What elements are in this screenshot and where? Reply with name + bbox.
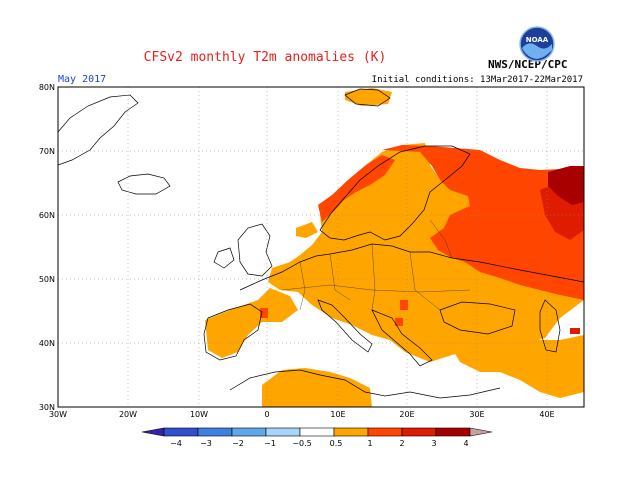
caspian-coast xyxy=(539,299,561,353)
colorbar-label: 4 xyxy=(463,439,468,448)
colorbar-cell xyxy=(367,427,403,437)
borders xyxy=(281,219,471,311)
coastlines xyxy=(58,88,584,399)
colorbar-cell xyxy=(333,427,369,437)
lat-label: 80N xyxy=(39,83,55,92)
lon-label: 0 xyxy=(264,410,269,419)
anomaly-red-spot xyxy=(260,308,268,318)
anomaly-orange-north-africa xyxy=(262,368,372,407)
lat-label: 40N xyxy=(39,339,55,348)
lat-axis: 80N 70N 60N 50N 40N 30N xyxy=(39,83,55,412)
anomaly-red-spot xyxy=(570,328,580,334)
logo-text: NOAA xyxy=(526,36,549,44)
anomaly-red-spot xyxy=(400,300,408,310)
country-border xyxy=(429,219,453,259)
black-sea-coast xyxy=(439,301,516,335)
italy-coast xyxy=(317,299,373,353)
svalbard-coast xyxy=(344,88,391,107)
colorbar-label: 3 xyxy=(431,439,436,448)
colorbar-cell xyxy=(265,427,301,437)
country-border xyxy=(329,253,351,301)
iceland-coast xyxy=(117,173,171,195)
colorbar-cell xyxy=(141,427,165,437)
lat-label: 50N xyxy=(39,275,55,284)
lon-label: 30W xyxy=(49,410,67,419)
scandinavia-coast xyxy=(319,145,471,241)
greenland-coast xyxy=(58,94,139,166)
figure-title: CFSv2 monthly T2m anomalies (K) xyxy=(143,50,387,65)
iberia-coast xyxy=(203,303,263,361)
lon-label: 20W xyxy=(119,410,137,419)
colorbar-label: 1 xyxy=(367,439,372,448)
anomaly-redorange-scandinavia xyxy=(318,155,395,222)
lon-label: 40E xyxy=(539,410,554,419)
anomaly-darkred-region xyxy=(548,166,584,205)
lat-label: 70N xyxy=(39,147,55,156)
colorbar-cell xyxy=(469,427,493,437)
colorbar-label: 0.5 xyxy=(330,439,343,448)
country-border xyxy=(281,284,471,293)
anomaly-field xyxy=(205,88,584,407)
colorbar xyxy=(141,427,493,437)
lon-label: 10E xyxy=(330,410,345,419)
lon-label: 10W xyxy=(190,410,208,419)
anomaly-orange-svalbard xyxy=(345,88,392,106)
colorbar-cell xyxy=(435,427,471,437)
balkans-greece-coast xyxy=(371,309,433,367)
colorbar-label: −4 xyxy=(170,439,182,448)
colorbar-cell xyxy=(163,427,199,437)
colorbar-cell xyxy=(401,427,437,437)
colorbar-cell xyxy=(231,427,267,437)
country-border xyxy=(299,261,306,311)
anomaly-orange-iberia-france xyxy=(205,288,298,358)
lat-label: 60N xyxy=(39,211,55,220)
colorbar-label: −0.5 xyxy=(292,439,311,448)
lon-label: 30E xyxy=(469,410,484,419)
anomaly-orange-iceland xyxy=(296,222,318,238)
colorbar-label: −3 xyxy=(200,439,212,448)
lon-label: 20E xyxy=(399,410,414,419)
gridlines xyxy=(58,87,584,407)
anomaly-redorange-region xyxy=(382,145,584,300)
british-isles-coast xyxy=(213,223,273,277)
colorbar-label: −2 xyxy=(232,439,244,448)
month-label: May 2017 xyxy=(58,74,107,85)
country-border xyxy=(409,251,441,311)
lat-label: 30N xyxy=(39,403,55,412)
noaa-logo-icon: NOAA xyxy=(519,26,555,62)
plot-frame xyxy=(57,86,585,408)
colorbar-cell xyxy=(299,427,335,437)
lon-axis: 30W 20W 10W 0 10E 20E 30E 40E xyxy=(49,410,555,419)
colorbar-labels: −4 −3 −2 −1 −0.5 0.5 1 2 3 4 xyxy=(170,439,468,448)
africa-coast xyxy=(229,369,501,399)
credit-label: NWS/NCEP/CPC xyxy=(488,58,568,71)
anomaly-orange-anatolia xyxy=(448,335,584,398)
anomaly-red-spot xyxy=(395,318,403,326)
colorbar-label: 2 xyxy=(399,439,404,448)
initial-conditions-label: Initial conditions: 13Mar2017-22Mar2017 xyxy=(371,75,583,85)
colorbar-label: −1 xyxy=(264,439,276,448)
colorbar-cell xyxy=(197,427,233,437)
